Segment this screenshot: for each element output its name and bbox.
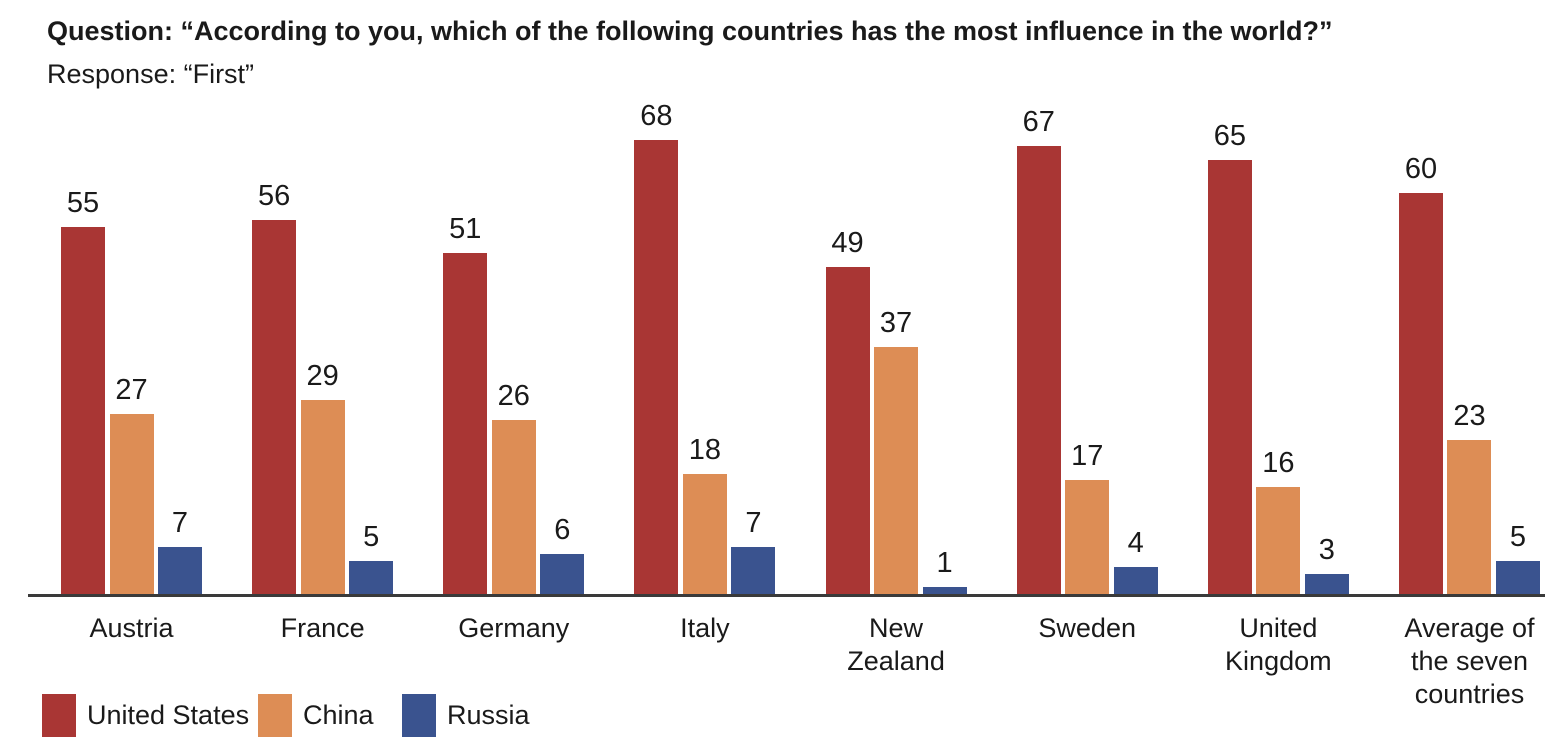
value-label: 29 xyxy=(306,360,339,393)
bar-china-new-zealand: 37 xyxy=(874,307,919,594)
category-label-austria: Austria xyxy=(89,613,174,643)
bar-group-france: 56 29 5 xyxy=(252,100,394,594)
category-label-united-kingdom: United Kingdom xyxy=(1225,613,1332,676)
chart-subtitle: Response: “First” xyxy=(47,59,255,89)
value-label: 26 xyxy=(497,380,530,413)
bar-china-italy: 18 xyxy=(682,434,727,594)
value-label: 60 xyxy=(1404,153,1438,186)
value-label: 7 xyxy=(745,507,762,540)
plot-area: 55 27 7 56 29 5 51 26 6 68 18 7 49 37 1 67 17 4 65 16 3 60 23 5 xyxy=(28,100,1545,597)
value-label: 6 xyxy=(554,513,571,546)
bar-russia-united-kingdom: 3 xyxy=(1304,534,1349,594)
value-label: 67 xyxy=(1022,106,1055,139)
category-label-germany: Germany xyxy=(458,613,570,643)
legend-label-russia: Russia xyxy=(447,700,530,730)
bar-china-austria: 27 xyxy=(109,374,154,594)
bar-group-average-of-the-seven-countries: 60 23 5 xyxy=(1398,100,1540,594)
bar-united-states-united-kingdom: 65 xyxy=(1207,120,1252,594)
bar-russia-sweden: 4 xyxy=(1113,527,1158,594)
bar-china-france: 29 xyxy=(300,360,345,594)
bar-china-average-of-the-seven-countries: 23 xyxy=(1447,400,1492,594)
bar-group-germany: 51 26 6 xyxy=(443,100,585,594)
value-label: 5 xyxy=(363,520,380,553)
category-axis: Austria France Germany Italy New Zealand Swed… xyxy=(28,612,1545,711)
bar-china-united-kingdom: 16 xyxy=(1256,447,1301,594)
bar-united-states-italy: 68 xyxy=(634,100,679,594)
bar-russia-france: 5 xyxy=(349,521,394,594)
bar-china-germany: 26 xyxy=(491,380,536,594)
bar-russia-new-zealand: 1 xyxy=(922,547,967,594)
value-label: 18 xyxy=(688,433,722,466)
legend-label-united-states: United States xyxy=(87,700,250,730)
legend-swatch-russia xyxy=(402,694,436,737)
value-label: 37 xyxy=(879,306,913,339)
chart-header: Question: “According to you, which of th… xyxy=(47,10,1547,96)
value-label: 68 xyxy=(640,99,673,132)
value-label: 17 xyxy=(1071,440,1104,473)
value-label: 56 xyxy=(258,179,291,212)
value-label: 3 xyxy=(1318,534,1335,566)
value-label: 5 xyxy=(1509,520,1527,553)
category-label-sweden: Sweden xyxy=(1038,613,1136,643)
legend: United States China Russia xyxy=(42,694,742,737)
bar-russia-average-of-the-seven-countries: 5 xyxy=(1495,521,1540,594)
chart-title: Question: “According to you, which of th… xyxy=(47,16,1333,46)
bar-group-new-zealand: 49 37 1 xyxy=(825,100,967,594)
bar-united-states-germany: 51 xyxy=(443,213,488,594)
value-label: 1 xyxy=(936,547,953,580)
category-label-france: France xyxy=(280,613,365,643)
bar-group-austria: 55 27 7 xyxy=(61,100,202,594)
category-label-italy: Italy xyxy=(680,613,730,643)
value-label: 7 xyxy=(171,507,189,540)
value-label: 65 xyxy=(1213,119,1246,152)
bar-russia-austria: 7 xyxy=(158,507,202,594)
category-label-average-of-the-seven-countries: Average of the seven countries xyxy=(1404,613,1535,709)
value-label: 23 xyxy=(1453,400,1486,433)
category-label-new-zealand: New Zealand xyxy=(847,613,945,676)
legend-item-china: China xyxy=(258,694,374,737)
bar-united-states-average-of-the-seven-countries: 60 xyxy=(1398,153,1443,594)
legend-swatch-united-states xyxy=(42,694,76,737)
legend-label-china: China xyxy=(303,700,374,730)
bar-russia-germany: 6 xyxy=(540,514,585,594)
bar-united-states-austria: 55 xyxy=(61,187,105,594)
legend-item-united-states: United States xyxy=(42,694,249,737)
value-label: 27 xyxy=(115,373,148,406)
bar-russia-italy: 7 xyxy=(731,507,776,594)
bar-group-sweden: 67 17 4 xyxy=(1016,100,1158,594)
value-label: 49 xyxy=(831,226,864,259)
bar-group-united-kingdom: 65 16 3 xyxy=(1207,100,1349,594)
bar-united-states-new-zealand: 49 xyxy=(825,227,870,594)
value-label: 51 xyxy=(449,213,482,246)
value-label: 55 xyxy=(66,186,100,219)
bar-group-italy: 68 18 7 xyxy=(634,100,776,594)
legend-swatch-china xyxy=(258,694,292,737)
bar-united-states-sweden: 67 xyxy=(1016,106,1061,594)
legend-item-russia: Russia xyxy=(402,694,530,737)
value-label: 4 xyxy=(1127,527,1144,560)
bar-united-states-france: 56 xyxy=(252,180,297,594)
bar-china-sweden: 17 xyxy=(1065,440,1110,594)
value-label: 16 xyxy=(1262,447,1295,480)
